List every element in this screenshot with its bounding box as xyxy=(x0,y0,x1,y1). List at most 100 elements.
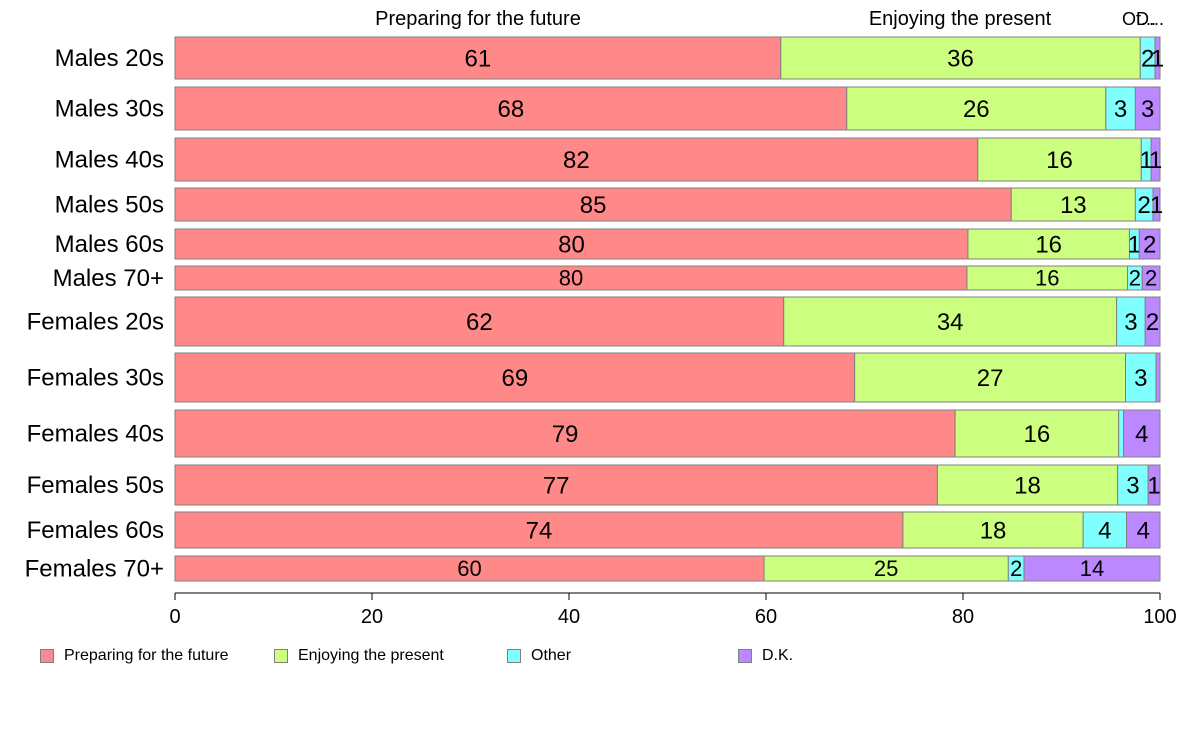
column-header: Preparing for the future xyxy=(375,8,581,30)
bar-segment xyxy=(174,228,969,260)
bar-segment xyxy=(966,265,1128,291)
bar-segment xyxy=(174,265,968,291)
data-label: 80 xyxy=(558,231,585,258)
bar-segment xyxy=(1126,511,1161,549)
bar-segment xyxy=(1125,352,1157,403)
data-label: 69 xyxy=(501,365,528,392)
legend-label: D.K. xyxy=(762,647,794,664)
data-label: 61 xyxy=(465,45,492,72)
bar-segment xyxy=(174,409,956,458)
column-header: Ot... xyxy=(1122,9,1156,29)
data-label: 16 xyxy=(1046,147,1073,174)
chart: Preparing for the future Enjoying the pre… xyxy=(25,8,1177,628)
bar-segment xyxy=(1117,464,1149,506)
legend-label: Other xyxy=(531,647,572,664)
legend-label: Preparing for the future xyxy=(64,647,229,664)
data-label: 25 xyxy=(874,556,898,581)
data-label: 14 xyxy=(1080,556,1104,581)
category-label: Males 60s xyxy=(55,231,164,258)
bar-segment xyxy=(1141,265,1161,291)
bar-segment xyxy=(1147,464,1161,506)
legend-swatch xyxy=(274,649,288,663)
data-label: 1 xyxy=(1140,147,1153,174)
category-label: Females 40s xyxy=(27,421,164,448)
data-label: 3 xyxy=(1141,96,1154,123)
data-label: 3 xyxy=(1114,96,1127,123)
category-label: Males 30s xyxy=(55,96,164,123)
data-label: 77 xyxy=(543,472,570,499)
data-label: 1 xyxy=(1147,472,1160,499)
data-label: 36 xyxy=(947,45,974,72)
bar-segment xyxy=(1154,36,1161,80)
data-label: 2 xyxy=(1146,309,1159,336)
data-label: 79 xyxy=(552,421,579,448)
x-tick-label: 100 xyxy=(1143,606,1176,628)
bar-segment xyxy=(780,36,1141,80)
data-label: 1 xyxy=(1151,45,1164,72)
bar-segment xyxy=(174,296,785,347)
x-tick-label: 20 xyxy=(361,606,383,628)
data-label: 16 xyxy=(1024,421,1051,448)
category-label: Females 70+ xyxy=(25,556,164,583)
data-label: 68 xyxy=(498,96,525,123)
bar-segment xyxy=(977,137,1142,182)
x-tick-label: 80 xyxy=(952,606,974,628)
bar-segment xyxy=(1023,555,1161,582)
bar-segment xyxy=(854,352,1127,403)
data-label: 27 xyxy=(977,365,1004,392)
bar-segment xyxy=(1155,352,1161,403)
data-label: 74 xyxy=(526,517,553,544)
category-label: Males 20s xyxy=(55,45,164,72)
bar-segment xyxy=(1118,409,1125,458)
data-label: 1 xyxy=(1150,192,1163,219)
x-tick-label: 40 xyxy=(558,606,580,628)
data-label: 3 xyxy=(1134,365,1147,392)
bar-segment xyxy=(1123,409,1161,458)
category-label: Males 50s xyxy=(55,192,164,219)
data-label: 2 xyxy=(1010,556,1022,581)
data-label: 16 xyxy=(1035,231,1062,258)
bar-segment xyxy=(1082,511,1128,549)
data-label: 82 xyxy=(563,147,590,174)
data-label: 4 xyxy=(1098,517,1111,544)
x-tick-label: 0 xyxy=(169,606,180,628)
bar-segment xyxy=(174,137,979,182)
bar-segment xyxy=(967,228,1130,260)
data-label: 18 xyxy=(980,517,1007,544)
column-header: D... xyxy=(1136,9,1164,29)
legend: Preparing for the future Enjoying the pre… xyxy=(0,644,1188,668)
bar-segment xyxy=(174,511,904,549)
column-header: Enjoying the present xyxy=(869,8,1052,30)
bar-segment xyxy=(1134,86,1161,131)
x-tick-label: 60 xyxy=(755,606,777,628)
data-label: 60 xyxy=(457,556,481,581)
data-label: 2 xyxy=(1141,45,1154,72)
data-label: 2 xyxy=(1138,192,1151,219)
data-label: 62 xyxy=(466,309,493,336)
bar-segment xyxy=(783,296,1118,347)
data-label: 3 xyxy=(1124,309,1137,336)
data-label: 2 xyxy=(1129,266,1141,291)
data-label: 2 xyxy=(1145,266,1157,291)
data-label: 18 xyxy=(1014,472,1041,499)
legend-item: D.K. xyxy=(738,644,793,668)
category-label: Males 70+ xyxy=(53,265,164,292)
legend-swatch xyxy=(507,649,521,663)
bar-segment xyxy=(1150,137,1161,182)
category-label: Females 50s xyxy=(27,472,164,499)
data-label: 13 xyxy=(1060,192,1087,219)
data-label: 85 xyxy=(580,192,607,219)
bar-segment xyxy=(902,511,1084,549)
data-label: 1 xyxy=(1128,231,1141,258)
legend-swatch xyxy=(40,649,54,663)
data-label: 80 xyxy=(559,266,583,291)
data-label: 4 xyxy=(1135,421,1148,448)
bar-segment xyxy=(1138,228,1161,260)
data-label: 4 xyxy=(1137,517,1150,544)
category-label: Males 40s xyxy=(55,147,164,174)
category-label: Females 30s xyxy=(27,365,164,392)
bar-segment xyxy=(1144,296,1161,347)
bar-segment xyxy=(1152,187,1161,222)
data-label: 2 xyxy=(1143,231,1156,258)
data-label: 3 xyxy=(1126,472,1139,499)
